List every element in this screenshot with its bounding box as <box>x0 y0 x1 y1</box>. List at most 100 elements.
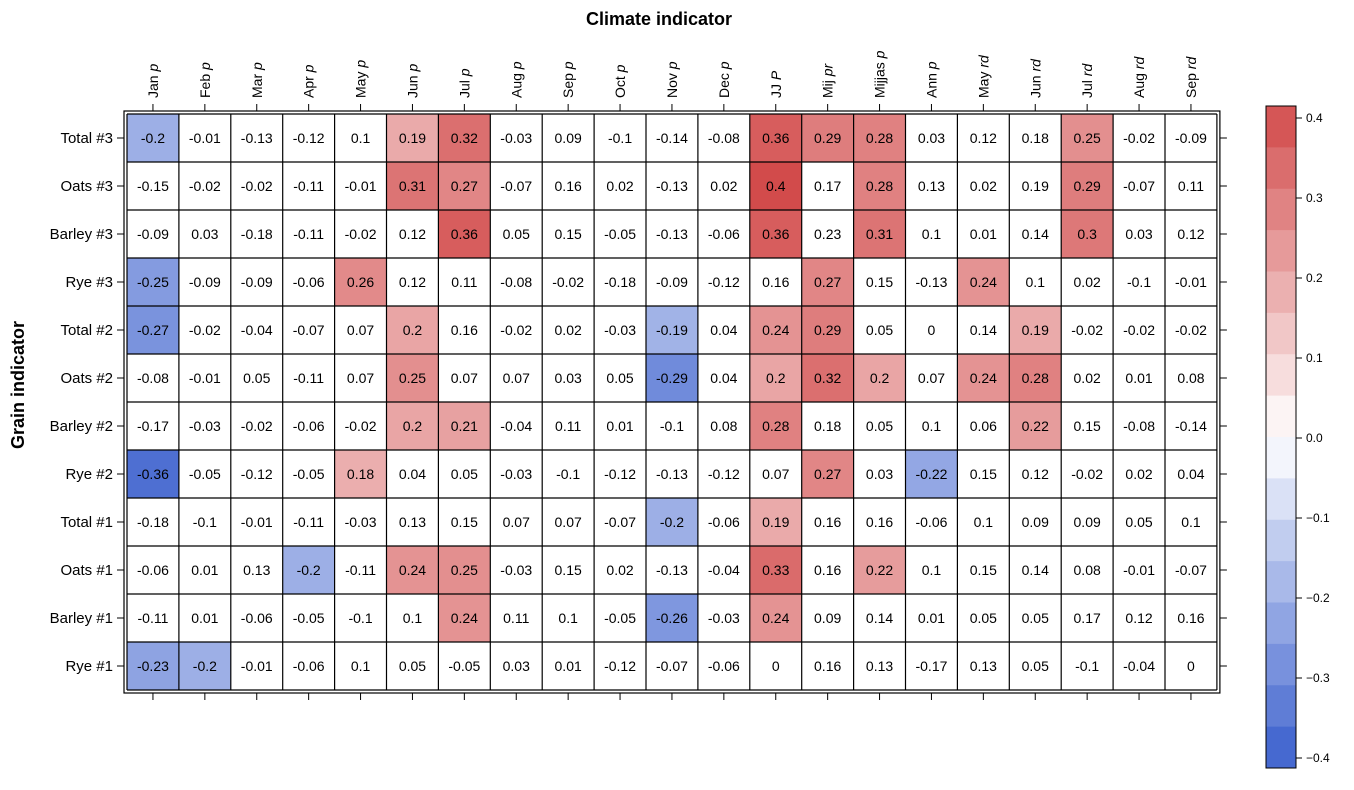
heatmap-cell <box>282 450 335 498</box>
row-labels: Total #3 Oats #3 Barley #3 Rye #3 Total #2 Oa… <box>50 130 1227 675</box>
heatmap-cell <box>957 546 1010 594</box>
heatmap-cell <box>853 642 906 690</box>
heatmap-cell <box>386 642 439 690</box>
heatmap-cell <box>386 306 439 354</box>
heatmap-cell <box>490 594 543 642</box>
cell-value-label: 0 <box>772 658 780 674</box>
cell-value-label: 0.07 <box>347 370 374 386</box>
cell-value-label: -0.05 <box>448 658 480 674</box>
heatmap-cell <box>1009 594 1062 642</box>
heatmap-cell <box>697 306 750 354</box>
cell-value-label: -0.05 <box>189 466 221 482</box>
cell-value-label: -0.01 <box>189 370 221 386</box>
cell-value-label: 0.03 <box>503 658 530 674</box>
cell-value-label: -0.11 <box>293 226 324 242</box>
cell-value-label: -0.13 <box>656 178 688 194</box>
cell-value-label: -0.08 <box>500 274 532 290</box>
cell-value-label: 0.19 <box>762 514 789 530</box>
heatmap-cell <box>490 354 543 402</box>
heatmap-cell <box>1165 162 1217 210</box>
cell-value-label: 0.2 <box>870 370 890 386</box>
cell-value-label: -0.13 <box>656 226 688 242</box>
heatmap-cell <box>1009 114 1062 162</box>
column-label: Dec p <box>716 61 732 98</box>
cell-value-label: -0.01 <box>1175 274 1207 290</box>
heatmap-cell <box>386 114 439 162</box>
cell-value-label: -0.03 <box>500 130 532 146</box>
cell-value-label: -0.04 <box>1123 658 1155 674</box>
cell-value-label: 0.28 <box>866 130 893 146</box>
heatmap-cell <box>542 642 595 690</box>
heatmap-cell <box>490 498 543 546</box>
heatmap-cell <box>178 450 231 498</box>
heatmap-cell <box>230 402 283 450</box>
cell-value-label: 0.17 <box>814 178 841 194</box>
cell-value-label: 0.24 <box>762 610 789 626</box>
column-label: Aug rd <box>1131 56 1147 98</box>
cell-value-label: 0.31 <box>399 178 426 194</box>
cell-value-label: 0.16 <box>866 514 893 530</box>
cell-value-label: 0.15 <box>555 226 582 242</box>
cell-value-label: 0.03 <box>555 370 582 386</box>
heatmap-cell <box>178 210 231 258</box>
heatmap-cell <box>490 546 543 594</box>
cell-value-label: 0.2 <box>403 418 423 434</box>
cell-value-label: -0.23 <box>137 658 169 674</box>
heatmap-cell <box>905 498 958 546</box>
heatmap-cell <box>178 402 231 450</box>
heatmap-cell <box>127 354 179 402</box>
heatmap-cell <box>1061 498 1114 546</box>
heatmap-cell <box>542 546 595 594</box>
cell-value-label: 0.03 <box>191 226 218 242</box>
heatmap-cell <box>438 210 491 258</box>
heatmap-cell <box>490 114 543 162</box>
heatmap-cell <box>1009 402 1062 450</box>
cell-value-label: 0.02 <box>606 562 633 578</box>
cell-value-label: 0.05 <box>606 370 633 386</box>
heatmap-cell <box>127 450 179 498</box>
heatmap-cell <box>230 306 283 354</box>
heatmap-cell <box>1009 354 1062 402</box>
cell-value-label: 0.05 <box>866 418 893 434</box>
row-label: Total #1 <box>60 514 113 531</box>
heatmap-cell <box>801 258 854 306</box>
cell-value-label: 0.15 <box>1074 418 1101 434</box>
heatmap-cell <box>230 162 283 210</box>
heatmap-cell <box>438 594 491 642</box>
cell-value-label: -0.15 <box>137 178 169 194</box>
heatmap-cell <box>646 402 698 450</box>
heatmap-cell <box>178 642 231 690</box>
cell-value-label: 0.05 <box>243 370 270 386</box>
cell-value-label: 0.07 <box>347 322 374 338</box>
heatmap-cell <box>905 450 958 498</box>
cell-value-label: -0.02 <box>241 418 273 434</box>
heatmap-cell <box>490 162 543 210</box>
heatmap-cell <box>957 402 1010 450</box>
heatmap-cell <box>230 642 283 690</box>
cell-value-label: 0.07 <box>555 514 582 530</box>
cell-value-label: 0.29 <box>1074 178 1101 194</box>
colorbar-tick-label: −0.3 <box>1306 671 1330 685</box>
heatmap-cell <box>1165 450 1217 498</box>
cell-value-label: -0.06 <box>915 514 947 530</box>
colorbar-tick-label: 0.1 <box>1306 351 1323 365</box>
heatmap-cell <box>542 354 595 402</box>
row-label: Oats #1 <box>60 562 113 579</box>
heatmap-cell <box>334 210 387 258</box>
heatmap-cell <box>1009 498 1062 546</box>
heatmap-cell <box>957 210 1010 258</box>
cell-value-label: 0.03 <box>918 130 945 146</box>
cell-value-label: 0.11 <box>503 610 529 626</box>
heatmap-cell <box>282 498 335 546</box>
heatmap-cell <box>697 210 750 258</box>
heatmap-cell <box>905 306 958 354</box>
heatmap-cell <box>178 354 231 402</box>
heatmap-cell <box>542 210 595 258</box>
cell-value-label: -0.02 <box>189 322 221 338</box>
cell-value-label: 0.07 <box>503 514 530 530</box>
cell-value-label: -0.02 <box>345 418 377 434</box>
cell-value-label: 0.21 <box>451 418 478 434</box>
colorbar-bin <box>1266 519 1296 562</box>
column-label: Sep rd <box>1183 56 1199 98</box>
cell-value-label: 0.14 <box>1022 226 1049 242</box>
